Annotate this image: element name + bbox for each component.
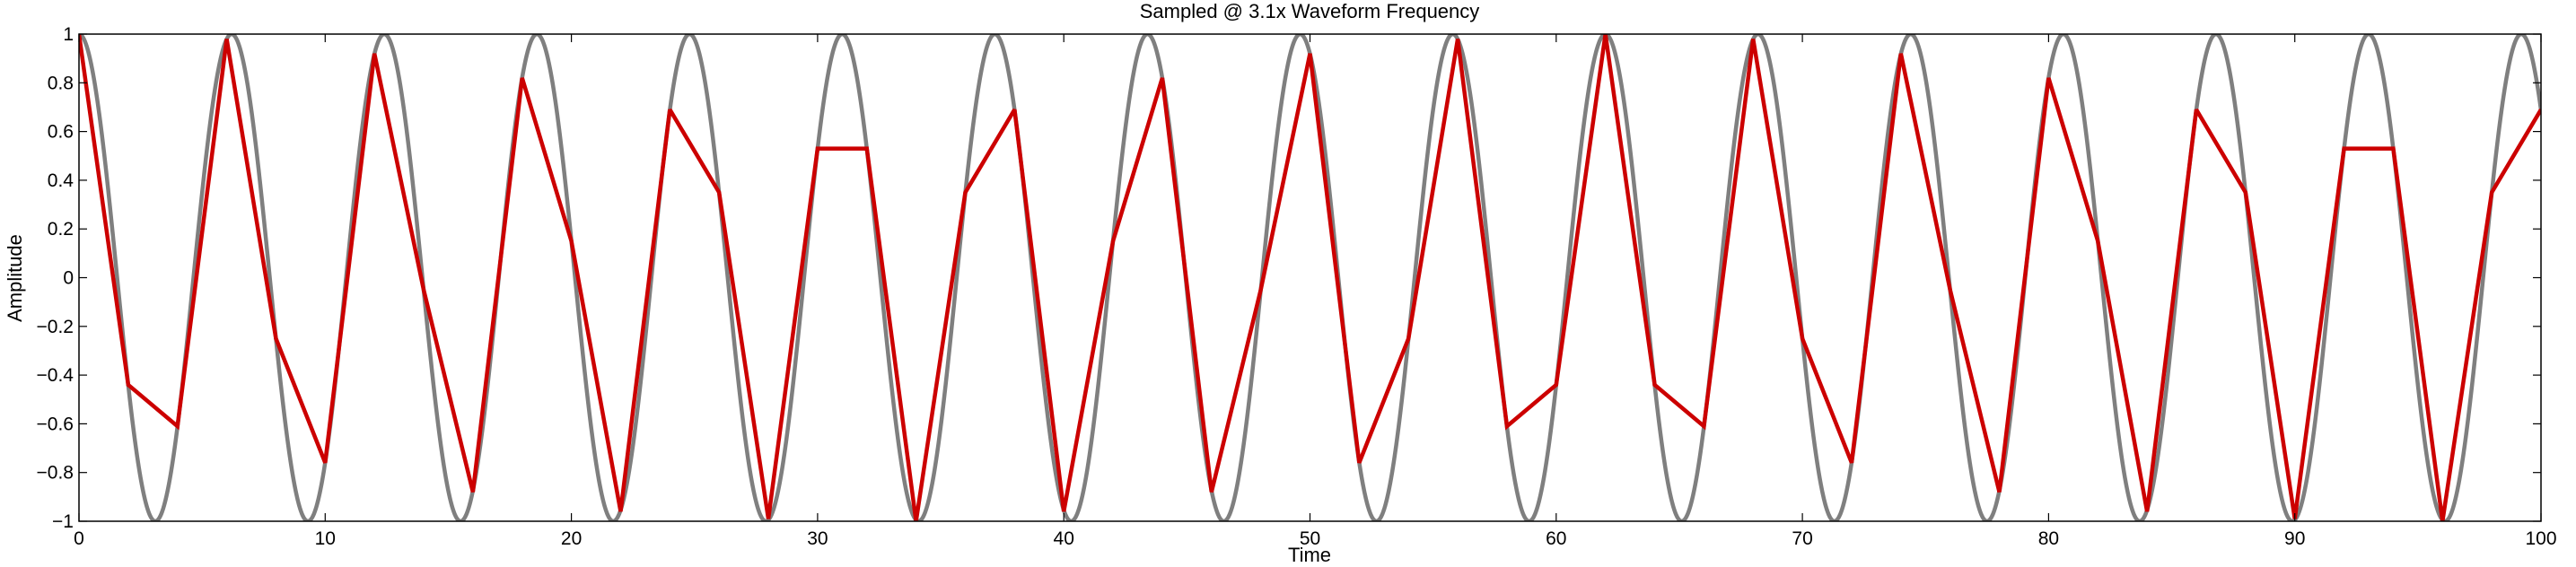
y-tick-label: 0 [63,268,74,289]
y-axis-title: Amplitude [4,234,26,322]
y-tick-label: −0.6 [37,414,74,434]
y-tick-label: 0.8 [48,73,74,93]
chart-title: Sampled @ 3.1x Waveform Frequency [1140,0,1480,22]
x-tick-label: 10 [315,528,336,549]
x-tick-label: 30 [807,528,828,549]
continuous-waveform-line [79,34,2541,521]
x-tick-label: 100 [2525,528,2556,549]
y-tick-label: −0.8 [37,463,74,484]
x-tick-label: 40 [1054,528,1074,549]
y-tick-label: 1 [63,24,74,45]
x-tick-label: 70 [1792,528,1812,549]
series-group [79,34,2541,521]
y-tick-label: 0.2 [48,219,74,240]
y-tick-label: −0.2 [37,317,74,337]
plot-frame [78,33,2542,522]
sampled-waveform-line [79,34,2541,521]
y-tick-label: −0.4 [37,365,74,386]
x-tick-label: 20 [561,528,582,549]
x-tick-label: 0 [74,528,84,549]
x-tick-label: 80 [2038,528,2059,549]
plot-area: 0 10 20 30 40 50 60 70 80 90 100−1−0.8−0.6−0.4−0.2… [37,24,2557,549]
x-tick-label: 50 [1300,528,1320,549]
x-tick-label: 90 [2284,528,2305,549]
y-tick-label: −1 [52,511,74,532]
x-tick-label: 60 [1546,528,1566,549]
y-tick-label: 0.6 [48,122,74,143]
y-tick-label: 0.4 [48,170,74,191]
x-axis-title: Time [1288,544,1331,566]
